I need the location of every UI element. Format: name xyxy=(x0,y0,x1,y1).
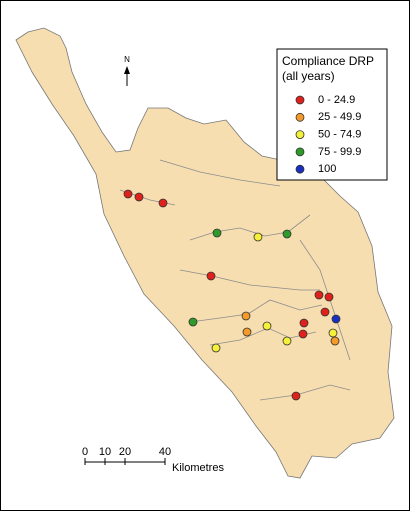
scale-tick-label: 0 xyxy=(82,446,88,458)
site-marker xyxy=(320,307,330,317)
land xyxy=(15,27,395,479)
site-marker xyxy=(241,311,251,321)
site-marker xyxy=(328,328,338,338)
legend-label: 25 - 49.9 xyxy=(318,111,361,123)
north-arrow-head xyxy=(124,66,130,74)
site-marker xyxy=(282,229,292,239)
legend: Compliance DRP (all years) 0 - 24.9 25 - … xyxy=(276,48,388,181)
sites xyxy=(123,189,341,401)
site-marker xyxy=(212,228,222,238)
site-marker xyxy=(242,327,252,337)
site-marker xyxy=(299,318,309,328)
site-marker xyxy=(211,343,221,353)
site-marker xyxy=(282,336,292,346)
legend-marker xyxy=(295,112,305,122)
scale-tick-label: 40 xyxy=(159,446,171,458)
site-marker xyxy=(331,314,341,324)
site-marker xyxy=(123,189,133,199)
legend-marker xyxy=(295,147,305,157)
scale-unit: Kilometres xyxy=(172,462,224,474)
north-label: N xyxy=(124,55,130,64)
site-marker xyxy=(206,271,216,281)
site-marker xyxy=(262,321,272,331)
legend-marker xyxy=(295,164,305,174)
site-marker xyxy=(298,329,308,339)
scale-tick-label: 10 xyxy=(99,446,111,458)
legend-label: 100 xyxy=(318,163,336,175)
legend-marker xyxy=(295,95,305,105)
legend-label: 0 - 24.9 xyxy=(318,94,355,106)
site-marker xyxy=(330,336,340,346)
site-marker xyxy=(324,292,334,302)
legend-subtitle: (all years) xyxy=(282,69,335,83)
legend-marker xyxy=(295,130,305,140)
site-marker xyxy=(314,290,324,300)
legend-label: 50 - 74.9 xyxy=(318,129,361,141)
site-marker xyxy=(188,317,198,327)
legend-box xyxy=(276,48,388,181)
north-arrow: N xyxy=(124,55,130,86)
site-marker xyxy=(253,232,263,242)
legend-title: Compliance DRP xyxy=(282,54,374,68)
legend-label: 75 - 99.9 xyxy=(318,146,361,158)
site-marker xyxy=(291,391,301,401)
site-marker xyxy=(158,198,168,208)
site-marker xyxy=(134,192,144,202)
scale-tick-label: 20 xyxy=(119,446,131,458)
